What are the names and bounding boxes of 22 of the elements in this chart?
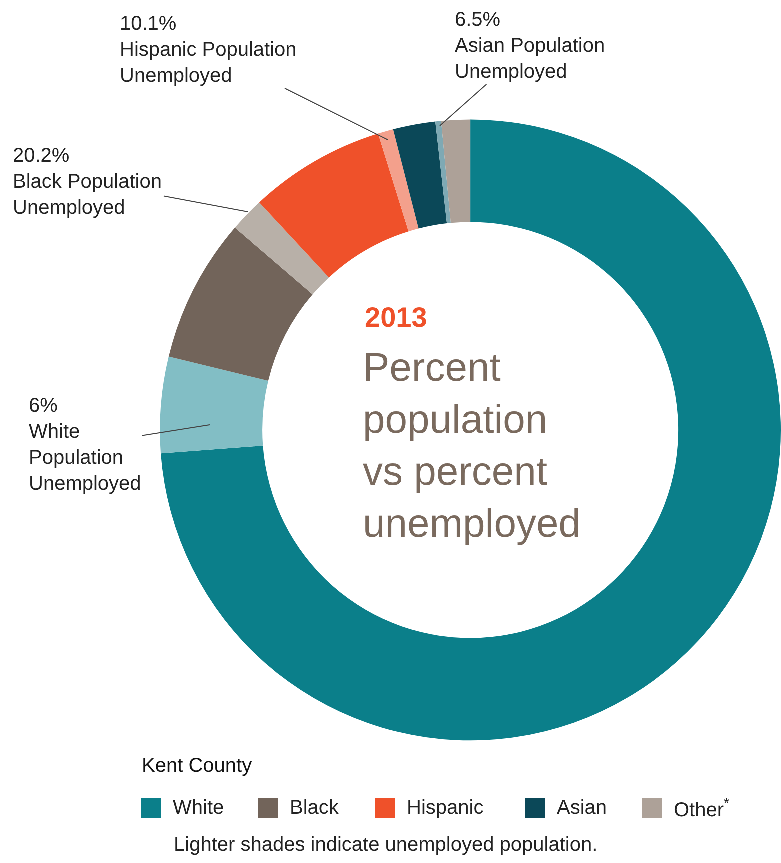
legend-title: Kent County (142, 755, 252, 777)
text: 20.2% Black Population Unemployed (13, 145, 162, 219)
text: Percent population vs percent unemployed (363, 346, 581, 546)
donut-slice (160, 120, 781, 740)
text: 10.1% Hispanic Population Unemployed (120, 13, 297, 87)
text: Lighter shades indicate unemployed population. (174, 834, 598, 856)
donut-slice (259, 134, 409, 278)
legend-label: White (173, 797, 224, 819)
text: 2013 (365, 302, 428, 333)
legend-label: Black (290, 797, 340, 819)
donut-slice (160, 356, 268, 454)
donut-slice (168, 228, 313, 382)
text: 6.5% Asian Population Unemployed (455, 9, 606, 83)
donut-slice (393, 122, 448, 229)
donut-slice (441, 120, 471, 224)
donut-slice (436, 121, 451, 224)
donut-slice (235, 202, 330, 295)
donut-slice (378, 130, 419, 232)
text: 6% White Population Unemployed (29, 395, 142, 495)
legend-label: Asian (557, 797, 608, 819)
legend-label: Hispanic (407, 797, 484, 819)
legend-label: Other$^{*}$ (674, 795, 730, 822)
